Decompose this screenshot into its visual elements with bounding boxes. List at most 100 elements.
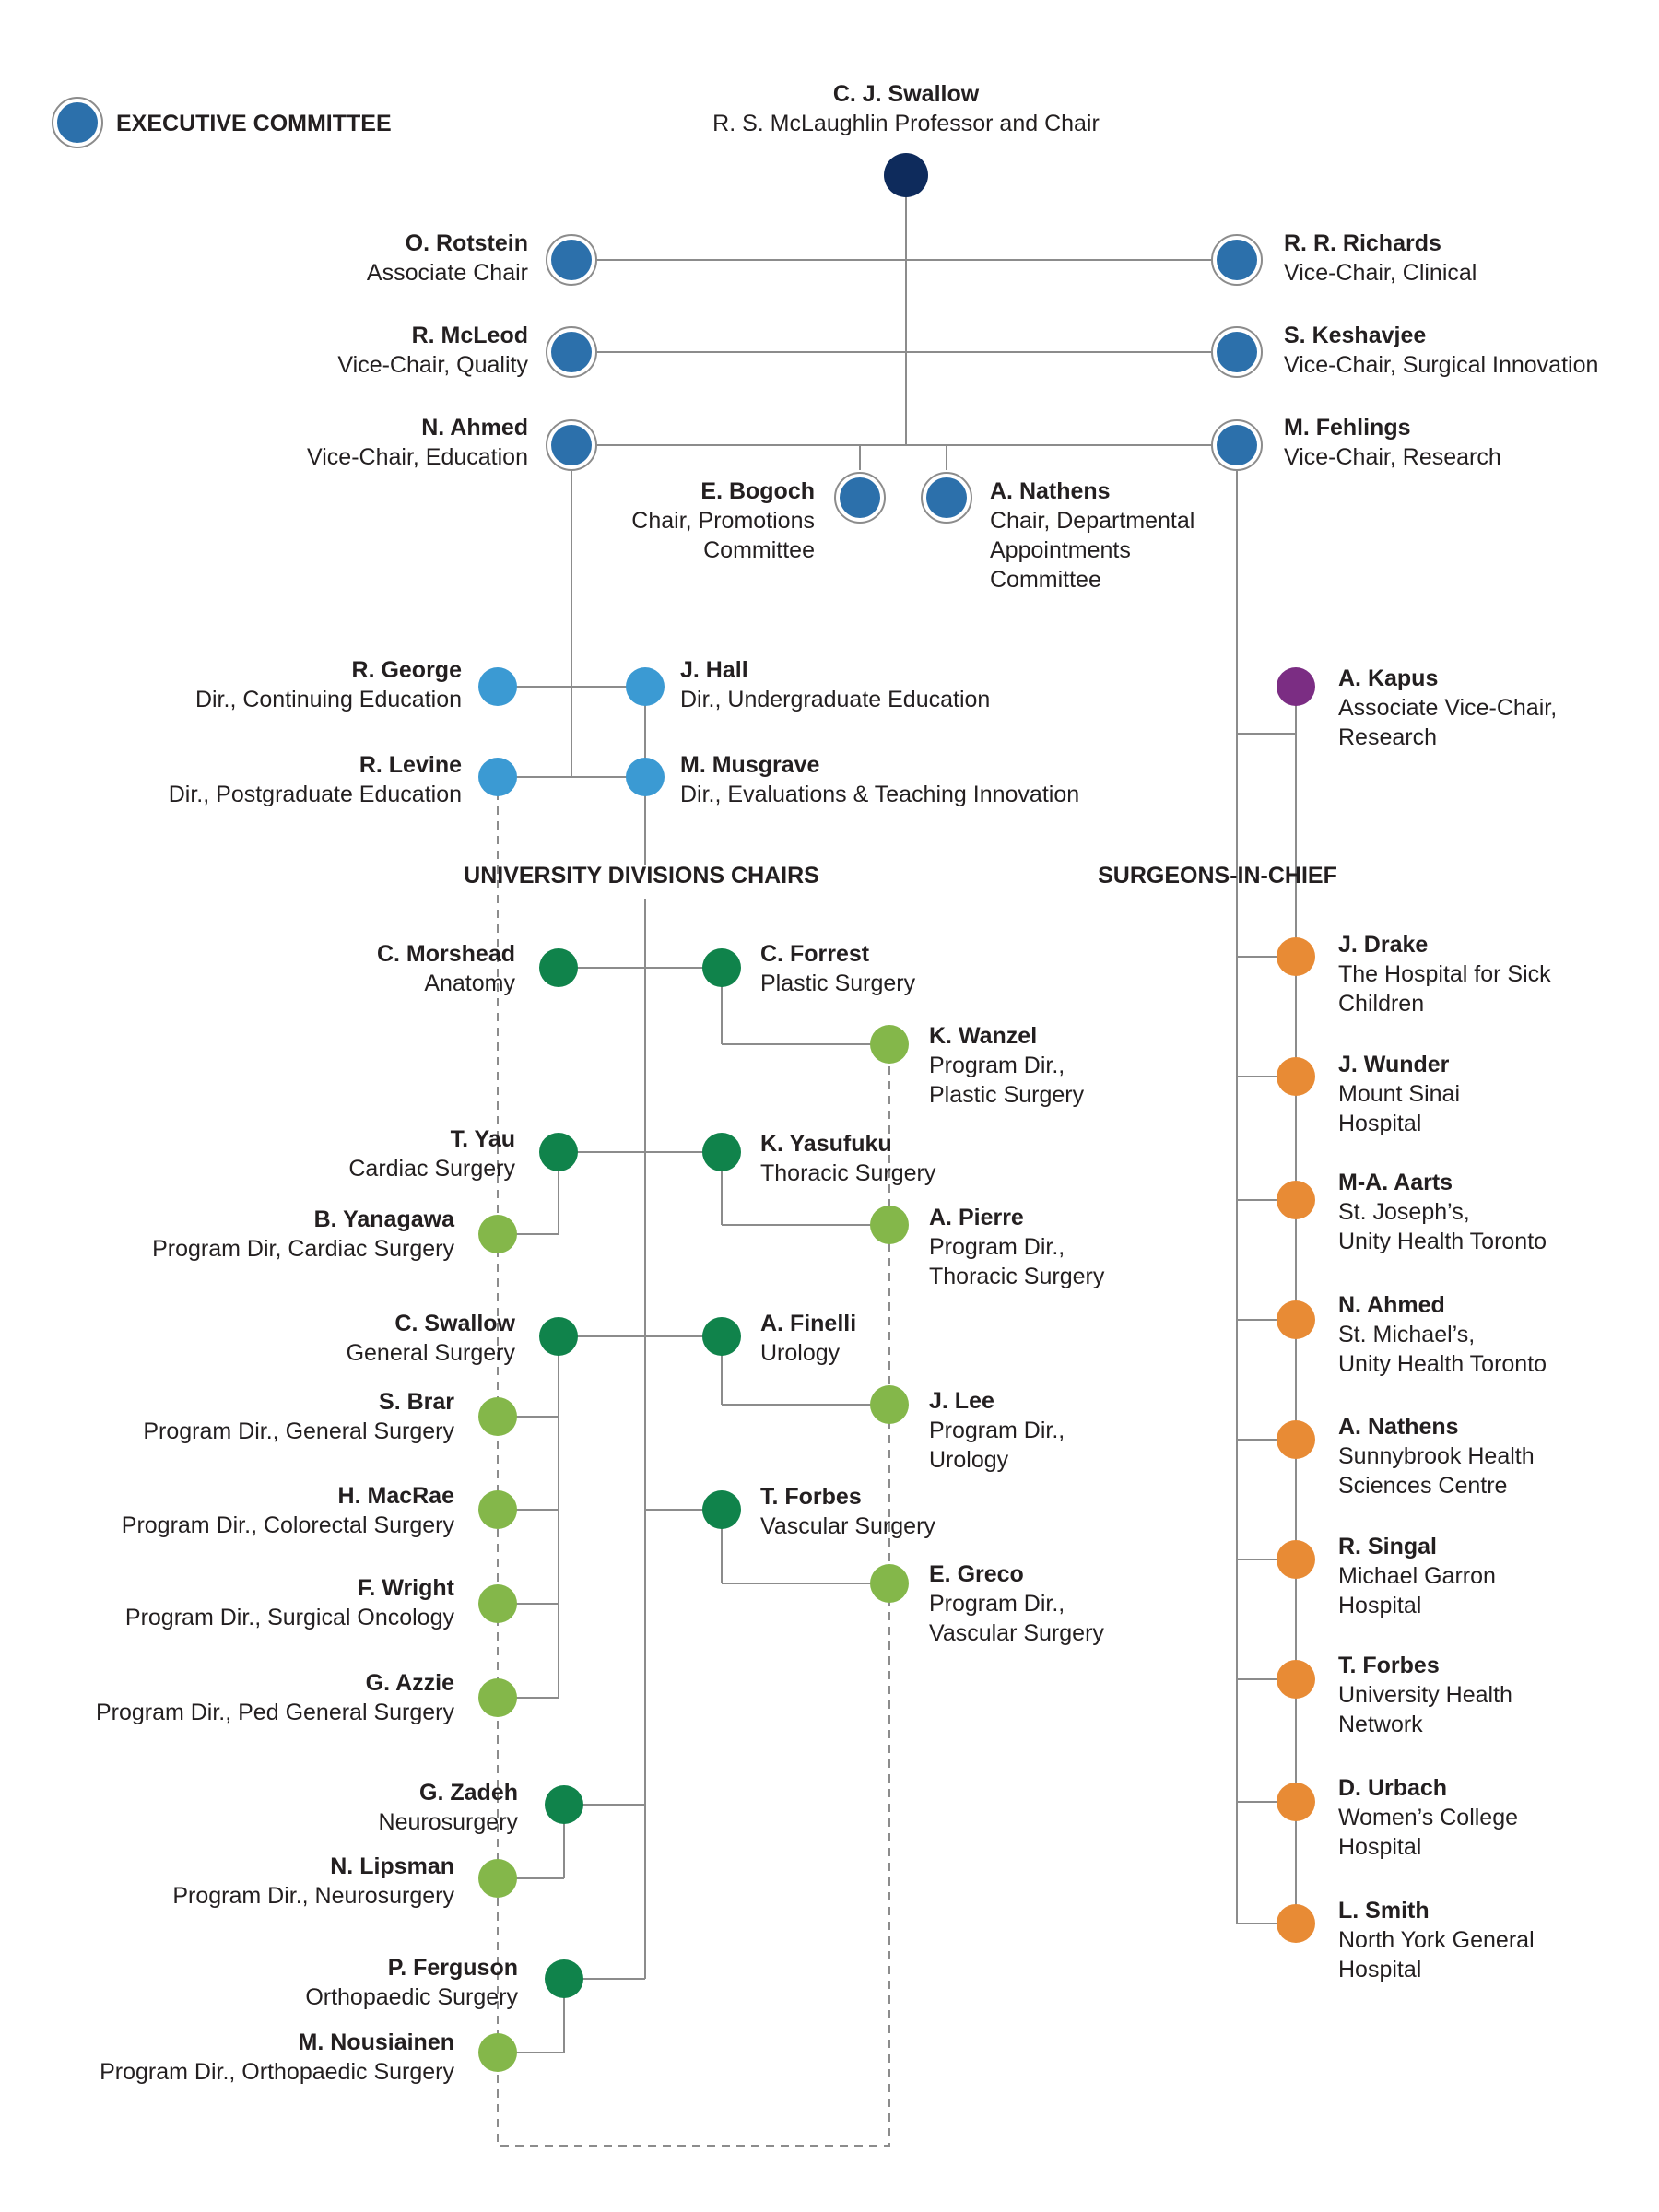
node-marker bbox=[870, 1385, 909, 1424]
node-title: The Hospital for Sick bbox=[1338, 961, 1551, 987]
node-name: M. Musgrave bbox=[680, 752, 820, 778]
node-title: Dir., Postgraduate Education bbox=[169, 782, 462, 807]
node-title: Plastic Surgery bbox=[929, 1082, 1085, 1108]
node-name: M-A. Aarts bbox=[1338, 1170, 1453, 1195]
node-marker bbox=[545, 1959, 583, 1998]
node-title: Unity Health Toronto bbox=[1338, 1351, 1547, 1377]
legend-marker-fill bbox=[57, 102, 98, 143]
node-name: R. McLeod bbox=[412, 323, 528, 348]
node-title: Vascular Surgery bbox=[760, 1513, 935, 1539]
node-name: J. Hall bbox=[680, 657, 748, 683]
node-title: Vice-Chair, Clinical bbox=[1284, 260, 1477, 286]
node-name: S. Brar bbox=[379, 1389, 454, 1415]
node-title: Hospital bbox=[1338, 1834, 1421, 1860]
node-levine: R. Levine Dir., Postgraduate Education bbox=[169, 752, 517, 807]
node-yanagawa: B. Yanagawa Program Dir, Cardiac Surgery bbox=[152, 1206, 517, 1262]
node-richards: R. R. Richards Vice-Chair, Clinical bbox=[1211, 230, 1477, 286]
node-hall: J. Hall Dir., Undergraduate Education bbox=[626, 657, 990, 712]
node-zadeh: G. Zadeh Neurosurgery bbox=[379, 1780, 583, 1835]
program-directors-dashed-connector bbox=[497, 777, 890, 2147]
node-title: Vice-Chair, Research bbox=[1284, 444, 1501, 470]
node-forbes-vasc: T. Forbes Vascular Surgery bbox=[702, 1484, 935, 1539]
node-title: General Surgery bbox=[347, 1340, 516, 1366]
surgeons-heading: SURGEONS-IN-CHIEF bbox=[1098, 863, 1337, 888]
node-name: J. Wunder bbox=[1338, 1052, 1450, 1077]
node-yasufuku: K. Yasufuku Thoracic Surgery bbox=[702, 1131, 936, 1186]
node-nathens-exec: A. Nathens Chair, Departmental Appointment… bbox=[921, 472, 1194, 593]
node-pierre: A. Pierre Program Dir., Thoracic Surgery bbox=[870, 1205, 1105, 1289]
node-nathens-sic: A. Nathens Sunnybrook Health Sciences Cent… bbox=[1277, 1414, 1535, 1499]
node-rotstein: O. Rotstein Associate Chair bbox=[367, 230, 597, 286]
node-marker bbox=[478, 758, 517, 796]
node-title: St. Michael’s, bbox=[1338, 1322, 1475, 1347]
node-title: Associate Chair bbox=[367, 260, 528, 286]
node-marker bbox=[870, 1206, 909, 1244]
node-name: A. Nathens bbox=[990, 478, 1111, 504]
node-title: Women’s College bbox=[1338, 1805, 1518, 1830]
node-marker bbox=[478, 1490, 517, 1529]
node-marker bbox=[884, 153, 928, 197]
node-name: R. R. Richards bbox=[1284, 230, 1441, 256]
node-title: University Health bbox=[1338, 1682, 1512, 1708]
node-swallow-gen: C. Swallow General Surgery bbox=[347, 1311, 578, 1366]
node-title: Urology bbox=[760, 1340, 841, 1366]
node-name: A. Nathens bbox=[1338, 1414, 1459, 1440]
node-swallow-chair: C. J. Swallow R. S. McLaughlin Professor … bbox=[712, 81, 1100, 197]
node-title: Urology bbox=[929, 1447, 1009, 1473]
node-wright: F. Wright Program Dir., Surgical Oncology bbox=[125, 1575, 517, 1630]
node-marker bbox=[626, 667, 665, 706]
node-title: Committee bbox=[990, 567, 1101, 593]
node-name: F. Wright bbox=[358, 1575, 455, 1601]
node-title: Program Dir., General Surgery bbox=[143, 1418, 454, 1444]
node-title: Program Dir., Surgical Oncology bbox=[125, 1605, 455, 1630]
node-finelli: A. Finelli Urology bbox=[702, 1311, 856, 1366]
node-marker bbox=[478, 1397, 517, 1436]
node-marker bbox=[539, 948, 578, 987]
node-marker bbox=[1277, 1181, 1315, 1219]
node-name: N. Ahmed bbox=[421, 415, 528, 441]
node-morshead: C. Morshead Anatomy bbox=[377, 941, 578, 996]
node-name: M. Nousiainen bbox=[299, 2030, 454, 2055]
node-greco: E. Greco Program Dir., Vascular Surgery bbox=[870, 1561, 1104, 1646]
node-marker bbox=[1277, 1660, 1315, 1699]
node-title: Program Dir., Neurosurgery bbox=[172, 1883, 454, 1909]
node-title: Vice-Chair, Education bbox=[307, 444, 528, 470]
node-marker bbox=[702, 1490, 741, 1529]
node-name: B. Yanagawa bbox=[314, 1206, 455, 1232]
node-name: T. Forbes bbox=[760, 1484, 862, 1510]
node-name: N. Ahmed bbox=[1338, 1292, 1445, 1318]
node-ferguson: P. Ferguson Orthopaedic Surgery bbox=[305, 1955, 583, 2010]
node-title: Children bbox=[1338, 991, 1424, 1017]
node-bogoch: E. Bogoch Chair, Promotions Committee bbox=[631, 472, 886, 563]
node-name: K. Wanzel bbox=[929, 1023, 1037, 1049]
node-marker bbox=[1217, 240, 1257, 280]
node-marker bbox=[1277, 667, 1315, 706]
node-marker bbox=[1277, 1783, 1315, 1821]
node-wunder: J. Wunder Mount Sinai Hospital bbox=[1277, 1052, 1460, 1136]
node-title: R. S. McLaughlin Professor and Chair bbox=[712, 111, 1100, 136]
node-marker bbox=[478, 1584, 517, 1623]
node-marker bbox=[1217, 332, 1257, 372]
node-name: S. Keshavjee bbox=[1284, 323, 1426, 348]
node-title: Chair, Promotions bbox=[631, 508, 815, 534]
node-name: M. Fehlings bbox=[1284, 415, 1411, 441]
node-title: Program Dir., bbox=[929, 1591, 1065, 1617]
node-title: Orthopaedic Surgery bbox=[305, 1984, 518, 2010]
node-mcleod: R. McLeod Vice-Chair, Quality bbox=[337, 323, 597, 378]
node-title: Thoracic Surgery bbox=[929, 1264, 1105, 1289]
node-name: L. Smith bbox=[1338, 1898, 1430, 1924]
node-brar: S. Brar Program Dir., General Surgery bbox=[143, 1389, 517, 1444]
node-nousiainen: M. Nousiainen Program Dir., Orthopaedic S… bbox=[100, 2030, 517, 2085]
node-marker bbox=[1277, 1904, 1315, 1943]
node-marker bbox=[1217, 425, 1257, 465]
node-title: Dir., Evaluations & Teaching Innovation bbox=[680, 782, 1079, 807]
node-azzie: G. Azzie Program Dir., Ped General Surger… bbox=[96, 1670, 517, 1725]
section-headings: UNIVERSITY DIVISIONS CHAIRS SURGEONS-IN-… bbox=[464, 863, 1337, 888]
divisions-heading: UNIVERSITY DIVISIONS CHAIRS bbox=[464, 863, 819, 888]
node-marker bbox=[539, 1317, 578, 1356]
node-ahmed-ed: N. Ahmed Vice-Chair, Education bbox=[307, 415, 597, 471]
node-title: Program Dir., Ped General Surgery bbox=[96, 1700, 455, 1725]
node-name: C. Forrest bbox=[760, 941, 870, 967]
node-title: Cardiac Surgery bbox=[348, 1156, 515, 1182]
node-macrae: H. MacRae Program Dir., Colorectal Surger… bbox=[122, 1483, 517, 1538]
